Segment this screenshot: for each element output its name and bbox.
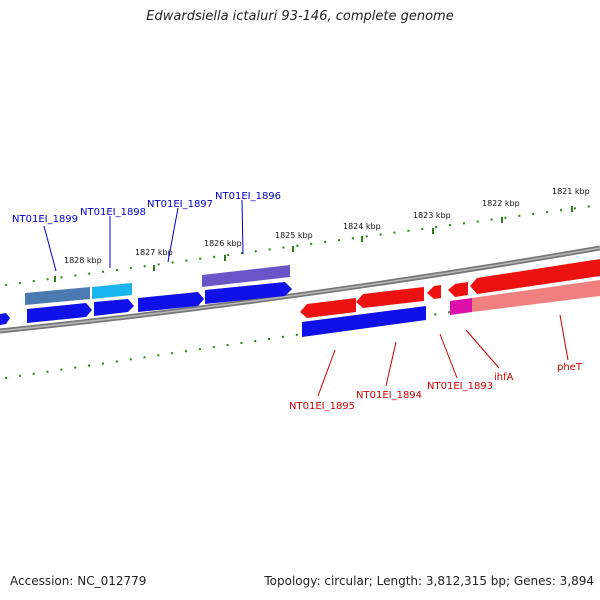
reverse-cds-track: [300, 259, 600, 318]
gene-label: NT01EI_1897: [147, 199, 213, 210]
forward-cds-track: [0, 282, 426, 337]
gene-label: NT01EI_1899: [12, 214, 78, 225]
forward-cds-arrow: [94, 299, 134, 316]
gene-label: ihfA: [494, 372, 514, 383]
feature-bar: [202, 265, 290, 287]
tick-label: 1826 kbp: [204, 239, 242, 248]
reverse-cds-arrow: [470, 259, 600, 294]
tick-label: 1827 kbp: [135, 248, 173, 257]
feature-bars-top: [25, 265, 290, 305]
feature-bar: [450, 298, 472, 315]
reverse-cds-arrow: [356, 287, 424, 308]
tick-label: 1822 kbp: [482, 199, 520, 208]
tick-label: 1828 kbp: [64, 256, 102, 265]
gene-label: NT01EI_1893: [427, 381, 493, 392]
tick-label: 1821 kbp: [552, 187, 590, 196]
tick-label: 1824 kbp: [343, 222, 381, 231]
forward-cds-arrow: [27, 303, 92, 323]
gene-label: pheT: [557, 362, 583, 373]
forward-cds-arrow: [0, 313, 10, 325]
tick-label: 1823 kbp: [413, 211, 451, 220]
feature-bar: [472, 280, 600, 312]
leader-lines-bottom: [317, 314, 569, 397]
genome-summary-text: Topology: circular; Length: 3,812,315 bp…: [264, 574, 594, 588]
map-title: Edwardsiella ictaluri 93-146, complete g…: [146, 9, 454, 24]
forward-cds-arrow: [205, 282, 292, 304]
gene-label: NT01EI_1894: [356, 390, 422, 401]
gene-label: NT01EI_1898: [80, 207, 146, 218]
forward-cds-arrow: [138, 292, 204, 312]
forward-cds-arrow: [302, 306, 426, 337]
reverse-cds-arrow: [300, 298, 356, 318]
feature-bar: [25, 287, 90, 305]
tick-label: 1825 kbp: [275, 231, 313, 240]
leader-lines-top: [43, 199, 244, 272]
feature-bar: [92, 283, 132, 299]
reverse-cds-arrow: [448, 282, 468, 297]
gene-label: NT01EI_1896: [215, 191, 281, 202]
gene-label: NT01EI_1895: [289, 401, 355, 412]
reverse-cds-arrow: [427, 285, 441, 299]
tick-marks: [54, 206, 573, 282]
accession-text: Accession: NC_012779: [10, 574, 147, 588]
